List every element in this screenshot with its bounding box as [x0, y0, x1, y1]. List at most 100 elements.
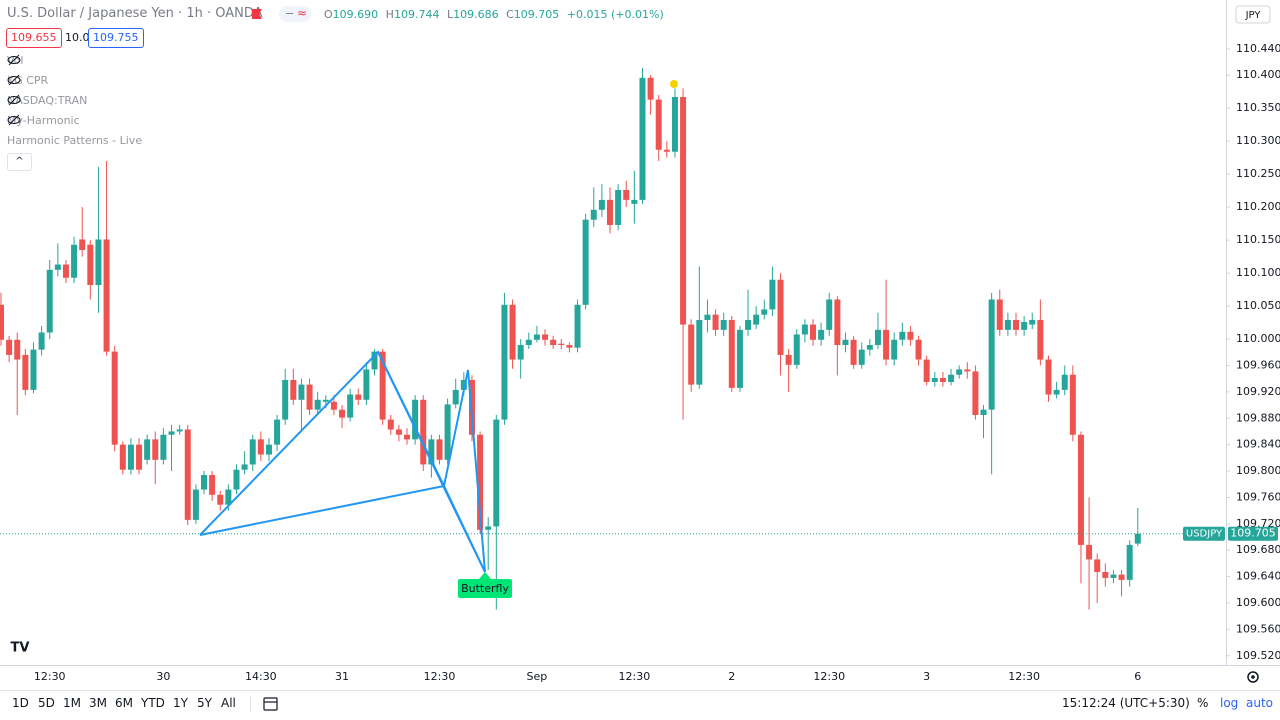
percent-toggle[interactable]: %	[1197, 696, 1209, 710]
hidden-icon[interactable]	[7, 74, 21, 86]
date-range-icon[interactable]	[263, 697, 278, 711]
ohlc-value: 109.690	[332, 8, 379, 21]
candle-body	[1053, 389, 1060, 395]
hidden-icon[interactable]	[7, 114, 21, 126]
candle-body	[168, 431, 175, 435]
x-tick-label: 3	[923, 670, 930, 683]
indicator[interactable]: Vol	[7, 54, 23, 67]
hidden-icon[interactable]	[7, 54, 21, 66]
svg-text:TV: TV	[11, 641, 30, 656]
candle-body	[1045, 359, 1052, 395]
candle-body	[509, 304, 516, 360]
currency[interactable]: JPY	[1245, 10, 1262, 21]
candle-body	[306, 384, 313, 410]
candle-body	[103, 239, 110, 352]
candle-body	[444, 404, 451, 460]
candle-body	[30, 349, 37, 390]
candle-body	[160, 434, 167, 460]
candle-body	[810, 324, 816, 340]
candle-body	[355, 394, 362, 400]
symbol-title[interactable]: U.S. Dollar / Japanese Yen · 1h · OANDA	[7, 6, 263, 21]
candle-body	[282, 380, 289, 420]
candle-body	[704, 314, 711, 320]
candle-body	[1029, 319, 1036, 325]
candle-body	[265, 444, 272, 455]
candle-body	[948, 374, 955, 382]
range-button[interactable]: 5D	[38, 696, 55, 710]
candle-body	[330, 401, 337, 410]
candle-body	[420, 399, 427, 465]
range-button[interactable]: 5Y	[197, 696, 212, 710]
candle-body	[615, 190, 622, 225]
range-button[interactable]: YTD	[141, 696, 165, 710]
ask-button[interactable]: 109.755	[88, 28, 144, 48]
candle-body	[777, 279, 784, 355]
candle-body	[452, 389, 459, 405]
candle-body	[680, 96, 687, 325]
settings-icon[interactable]	[1247, 671, 1259, 683]
collapse-button[interactable]: ^	[7, 153, 32, 171]
candle-body	[1110, 574, 1117, 578]
candle-body	[290, 380, 297, 400]
candle-body	[720, 319, 727, 330]
candle-body	[745, 319, 752, 330]
candle-body	[558, 343, 565, 346]
candle-body	[152, 439, 159, 460]
candle-body	[79, 239, 86, 251]
x-tick-label: 6	[1134, 670, 1141, 683]
candle-body	[95, 239, 102, 285]
flag-icon[interactable]	[251, 8, 263, 20]
range-button[interactable]: 1Y	[173, 696, 188, 710]
indicator[interactable]: NASDAQ:TRAN	[7, 94, 87, 107]
range-button[interactable]: 1D	[12, 696, 29, 710]
candle-body	[412, 399, 419, 440]
price-tag-label: 109.705	[1230, 527, 1276, 540]
pattern-xb	[199, 485, 445, 536]
x-tick-label: 2	[728, 670, 735, 683]
indicator[interactable]: Harmonic Patterns - Live	[7, 134, 142, 147]
spread: 10.0	[65, 31, 90, 44]
candle-body	[671, 96, 678, 152]
range-button[interactable]: All	[221, 696, 236, 710]
price-tag	[1228, 526, 1278, 541]
indicator[interactable]: My-Harmonic	[7, 114, 80, 127]
candle-body	[225, 489, 232, 505]
candle-body	[1077, 434, 1084, 545]
candle-body	[769, 279, 776, 310]
hidden-icon[interactable]	[7, 94, 21, 106]
clock[interactable]: 15:12:24 (UTC+5:30)	[1062, 696, 1190, 710]
y-tick-label: 109.920	[1236, 385, 1280, 398]
annotation-pointer	[479, 572, 491, 579]
candle-body	[574, 304, 581, 348]
candle-body	[395, 429, 402, 435]
indicator-name: Harmonic Patterns - Live	[7, 134, 143, 147]
bid-button[interactable]: 109.655	[6, 28, 62, 48]
candle-body	[1134, 533, 1141, 544]
range-button[interactable]: 1M	[63, 696, 81, 710]
candle-body	[956, 369, 963, 375]
auto-toggle[interactable]: auto	[1246, 696, 1274, 710]
annotation: Butterfly	[461, 582, 509, 595]
candle-body	[598, 199, 605, 210]
tv-logo: TV	[7, 636, 33, 658]
candle-body	[6, 339, 13, 355]
indicator[interactable]: KG CPR	[7, 74, 48, 87]
currency-box[interactable]	[1235, 5, 1271, 24]
candle-body	[379, 351, 386, 420]
candle-body	[582, 219, 589, 305]
candle-body	[850, 339, 857, 365]
ohlc-key: L	[446, 8, 454, 21]
x-tick-label: 30	[156, 670, 170, 683]
range-button[interactable]: 6M	[115, 696, 133, 710]
candle-body	[899, 331, 906, 340]
candle-body	[891, 339, 898, 360]
change: +0.015 (+0.01%)	[566, 8, 664, 21]
range-button[interactable]: 3M	[89, 696, 107, 710]
candle-body	[631, 199, 638, 204]
candle-body	[818, 329, 825, 340]
log-toggle[interactable]: log	[1220, 696, 1239, 710]
x-tick-label: 31	[335, 670, 349, 683]
candle-body	[874, 329, 881, 346]
compare-pill[interactable]: − ≈	[279, 6, 311, 22]
